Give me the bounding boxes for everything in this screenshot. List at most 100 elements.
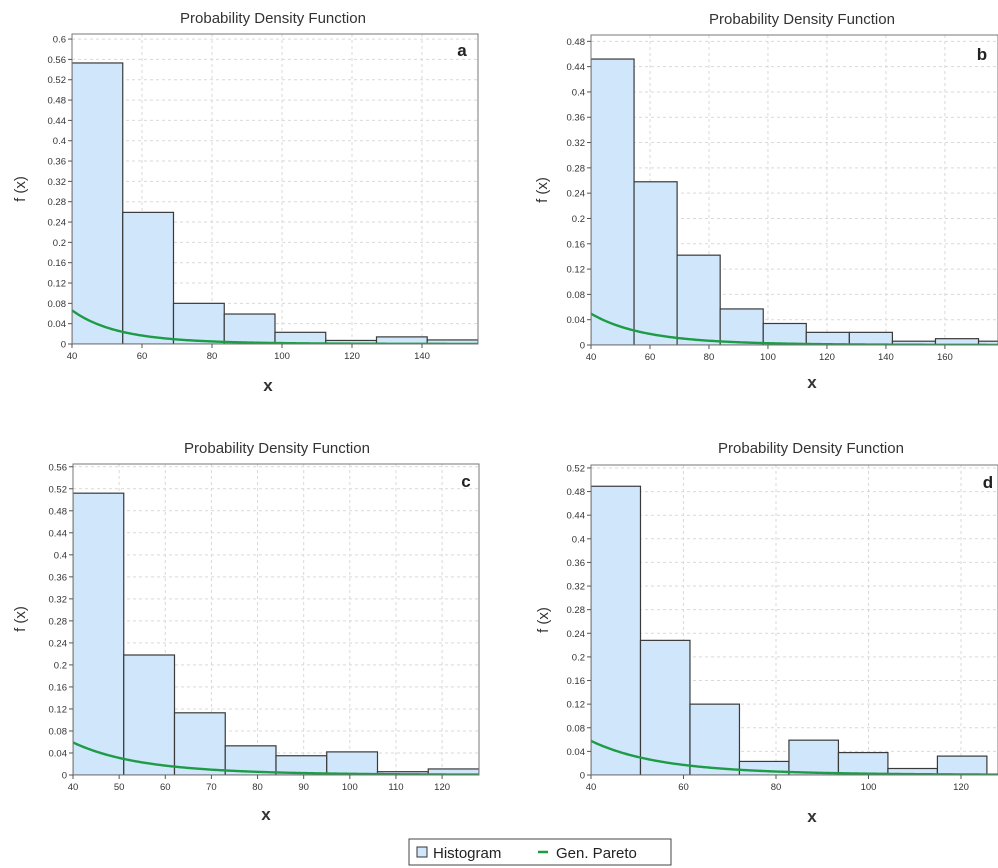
x-tick-label: 60 <box>678 782 689 793</box>
y-tick-label: 0.04 <box>567 747 586 758</box>
legend-histogram-swatch <box>416 846 428 858</box>
y-tick-label: 0 <box>580 771 585 782</box>
histogram-bar <box>73 492 125 775</box>
x-axis-label: x <box>807 807 817 826</box>
y-tick-label: 0.4 <box>53 136 66 147</box>
y-tick-label: 0 <box>62 771 67 782</box>
y-tick-label: 0.28 <box>567 163 586 174</box>
chart-title: Probability Density Function <box>718 440 904 457</box>
x-tick-label: 140 <box>878 352 894 363</box>
x-tick-label: 80 <box>207 351 218 362</box>
y-tick-label: 0.12 <box>567 700 586 711</box>
y-tick-label: 0.16 <box>567 676 586 687</box>
x-tick-label: 140 <box>414 351 430 362</box>
plot-frame <box>71 33 479 345</box>
histogram-bar <box>837 751 889 775</box>
y-tick-label: 0 <box>580 341 585 352</box>
histogram-bar <box>122 211 175 344</box>
y-tick-label: 0.2 <box>572 652 585 663</box>
panel-letter: d <box>983 473 993 492</box>
y-tick-label: 0.44 <box>567 511 586 522</box>
x-tick-label: 60 <box>645 352 656 363</box>
panel-a: 0 0.04 0.08 0.12 0.16 0.2 0.24 0.28 0.32 0.36 0.4 0… <box>12 10 479 395</box>
plot-frame <box>590 34 998 346</box>
y-tick-label: 0.48 <box>48 96 67 107</box>
legend: Histogram Gen. Pareto <box>408 838 672 866</box>
x-axis-label: x <box>807 373 817 392</box>
y-tick-label: 0.28 <box>567 605 586 616</box>
y-tick-label: 0.32 <box>567 582 586 593</box>
histogram <box>591 485 988 775</box>
panel-letter: c <box>461 472 470 491</box>
histogram-bar <box>762 322 807 345</box>
histogram-bar <box>848 331 894 345</box>
histogram-bar <box>689 703 741 775</box>
histogram <box>72 62 478 344</box>
y-tick-label: 0.08 <box>48 299 67 310</box>
histogram-bar <box>719 308 764 345</box>
y-tick-label: 0.36 <box>567 558 586 569</box>
y-tick-label: 0.16 <box>567 239 586 250</box>
y-tick-label: 0.44 <box>567 62 586 73</box>
x-tick-label: 120 <box>819 352 835 363</box>
histogram-bar <box>326 751 379 775</box>
y-tick-label: 0.08 <box>567 290 586 301</box>
y-tick-label: 0.48 <box>49 506 68 517</box>
x-tick-label: 100 <box>274 351 290 362</box>
y-tick-label: 0.24 <box>567 629 586 640</box>
x-tick-label: 160 <box>937 352 953 363</box>
panel-d: 0 0.04 0.08 0.12 0.16 0.2 0.24 0.28 0.32 0.36 0.4 0… <box>535 440 998 826</box>
chart-title: Probability Density Function <box>180 10 366 27</box>
x-tick-label: 50 <box>114 782 125 793</box>
y-tick-label: 0.24 <box>49 638 68 649</box>
chart-title: Probability Density Function <box>709 11 895 28</box>
y-tick-label: 0.32 <box>567 138 586 149</box>
y-tick-label: 0.4 <box>54 550 67 561</box>
histogram-bar <box>738 760 790 775</box>
y-tick-label: 0.2 <box>54 660 67 671</box>
histogram-bar <box>123 654 176 775</box>
gen-pareto-curve <box>591 739 998 775</box>
chart-title: Probability Density Function <box>184 440 370 457</box>
panel-c: 0 0.04 0.08 0.12 0.16 0.2 0.24 0.28 0.32 0.36 0.4 0… <box>12 440 480 824</box>
histogram-bar <box>173 712 226 775</box>
panel-b: 0 0.04 0.08 0.12 0.16 0.2 0.24 0.28 0.32 0.36 0.4 0… <box>534 11 998 392</box>
x-tick-label: 120 <box>344 351 360 362</box>
y-tick-label: 0.24 <box>567 189 586 200</box>
plot-frame <box>590 464 998 776</box>
y-tick-label: 0.36 <box>567 113 586 124</box>
histogram-bar <box>936 755 988 775</box>
histogram-bar <box>977 340 998 345</box>
y-axis-label: f (x) <box>12 176 29 202</box>
y-tick-label: 0.48 <box>567 487 586 498</box>
histogram-bar <box>633 181 678 345</box>
x-tick-label: 40 <box>68 782 79 793</box>
histogram-bar <box>591 485 642 775</box>
histogram-bar <box>788 739 840 775</box>
x-tick-label: 80 <box>252 782 263 793</box>
y-tick-label: 0.2 <box>53 238 66 249</box>
y-tick-label: 0.08 <box>49 726 68 737</box>
y-axis-label: f (x) <box>12 606 29 632</box>
x-tick-label: 100 <box>342 782 358 793</box>
x-tick-label: 40 <box>67 351 78 362</box>
y-tick-label: 0.32 <box>48 177 67 188</box>
histogram-bar <box>639 639 691 775</box>
y-tick-label: 0.56 <box>49 462 68 473</box>
x-tick-label: 60 <box>160 782 171 793</box>
y-tick-label: 0.4 <box>572 534 585 545</box>
panel-letter: b <box>977 45 987 64</box>
x-tick-label: 80 <box>704 352 715 363</box>
legend-pareto-label: Gen. Pareto <box>556 845 637 862</box>
x-tick-label: 120 <box>953 782 969 793</box>
y-tick-label: 0.12 <box>567 265 586 276</box>
x-tick-label: 80 <box>771 782 782 793</box>
y-tick-label: 0.24 <box>48 218 67 229</box>
x-tick-label: 40 <box>586 352 597 363</box>
y-tick-label: 0.16 <box>49 682 68 693</box>
y-tick-label: 0.52 <box>49 484 68 495</box>
histogram-bar <box>72 62 124 344</box>
y-tick-label: 0.12 <box>48 279 67 290</box>
y-tick-label: 0.44 <box>49 528 68 539</box>
